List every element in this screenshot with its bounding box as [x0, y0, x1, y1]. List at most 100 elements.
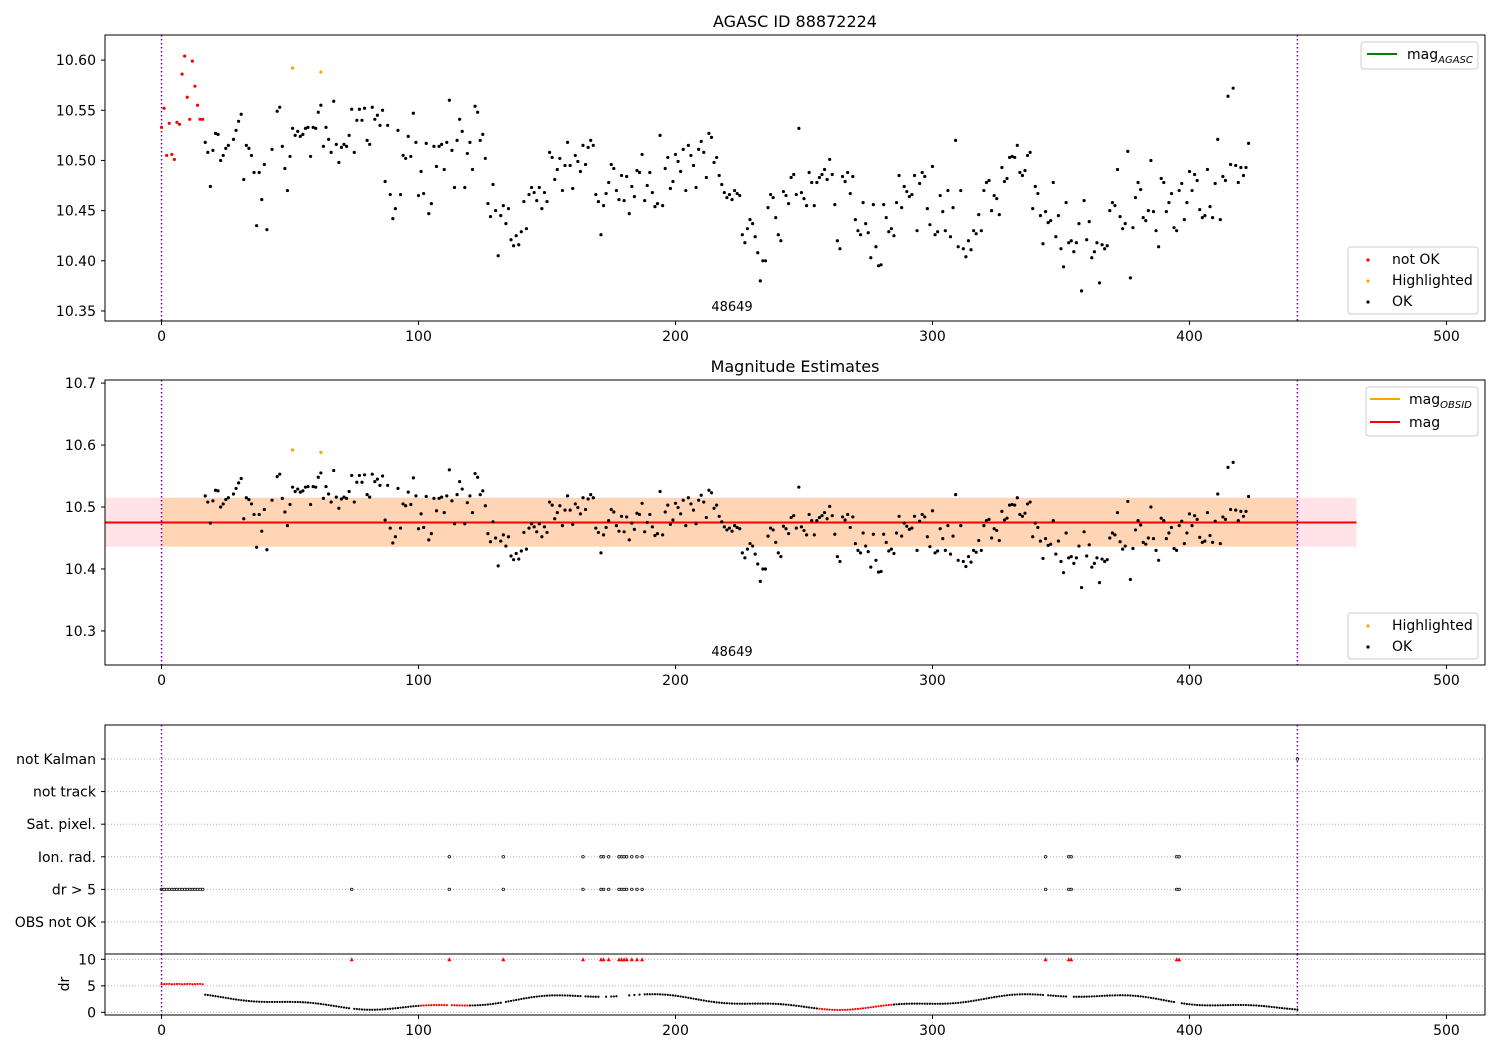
dr-point [905, 1002, 908, 1005]
ok-point [1175, 229, 1179, 233]
dr-point [447, 957, 452, 962]
estimates-ok-point [1095, 556, 1099, 560]
ok-point [440, 142, 444, 146]
estimates-ok-point [712, 506, 716, 510]
estimates-ok-point [1190, 523, 1194, 528]
ok-point [491, 182, 495, 187]
ok-point [853, 218, 857, 222]
estimates-ok-point [964, 564, 968, 569]
estimates-ok-point [627, 538, 631, 542]
estimates-ok-point [411, 476, 415, 480]
ok-point [1231, 86, 1235, 90]
estimates-ok-point [948, 552, 953, 556]
dr-point [535, 995, 538, 998]
dr-point [1057, 994, 1060, 998]
agasc-x-tick-label: 0 [157, 329, 166, 345]
estimates-ok-point [658, 489, 662, 494]
estimates-ok-point [982, 523, 986, 528]
estimates-ok-point [1038, 539, 1043, 543]
dr-point [301, 1001, 304, 1004]
dr-point [738, 1002, 741, 1005]
estimates-ok-point [298, 490, 302, 494]
dr-point [723, 1001, 726, 1005]
ok-point [352, 150, 356, 155]
dr-point [651, 993, 654, 996]
dr-point [276, 1000, 279, 1004]
ok-point [316, 110, 320, 114]
estimates-ok-point [237, 481, 241, 485]
dr-point [486, 1003, 490, 1006]
estimates-ok-point [501, 533, 505, 537]
estimates-ok-point [1051, 519, 1055, 523]
dr-point [345, 1006, 348, 1009]
dr-point [419, 1004, 423, 1007]
dr-point [1283, 1007, 1286, 1010]
estimates-ok-point [1175, 548, 1179, 552]
ok-point [643, 198, 647, 203]
estimates-ok-point [846, 512, 850, 517]
estimates-ok-point [262, 507, 266, 512]
ok-point [527, 192, 531, 197]
dr-x-tick-label: 300 [919, 1023, 946, 1039]
ok-point [979, 229, 983, 233]
ok-point [843, 179, 847, 184]
estimates-ok-point [640, 501, 644, 505]
estimates-ok-point [265, 548, 269, 552]
ok-point [265, 228, 269, 232]
ok-point [1007, 155, 1012, 160]
dr-point [394, 1007, 397, 1010]
ok-point [486, 201, 490, 206]
dr-point [1031, 993, 1034, 996]
estimates-ok-point [1200, 540, 1204, 544]
ok-point [532, 190, 536, 195]
ok-point [1010, 154, 1014, 159]
ok-point [740, 233, 744, 237]
ok-point [707, 131, 711, 135]
ok-point [404, 156, 408, 161]
estimates-ok-point [247, 497, 251, 502]
ok-point [360, 118, 364, 122]
estimates-ok-point [933, 551, 937, 555]
estimates-ok-point [308, 502, 313, 507]
estimates-ok-point [344, 496, 349, 500]
estimates-ok-point [1118, 540, 1122, 544]
dr-point [619, 957, 624, 962]
ok-point [830, 172, 834, 177]
estimates-ok-point [1159, 516, 1163, 520]
dr-point [491, 1002, 495, 1005]
ok-point [989, 209, 994, 213]
agasc-x-tick-label: 400 [1176, 329, 1203, 345]
dr-point [1273, 1006, 1276, 1009]
estimates-ok-point [668, 522, 672, 526]
agasc-obsid-label: 48649 [711, 300, 752, 315]
estimates-ok-point [643, 530, 647, 534]
dr-point [576, 994, 579, 998]
dr-point [725, 1002, 728, 1005]
dr-point [304, 1001, 307, 1004]
dr-point [1011, 993, 1014, 996]
ok-point [260, 197, 264, 202]
not-ok-point [185, 95, 189, 99]
dr-point [427, 1004, 430, 1007]
estimates-ok-point [506, 535, 511, 539]
dr-point [312, 1001, 315, 1005]
estimates-y-tick-label: 10.6 [65, 438, 96, 454]
ok-point [1228, 162, 1233, 167]
estimates-ok-point [483, 504, 487, 508]
estimates-ok-point [1059, 559, 1063, 564]
dr-point [629, 957, 634, 962]
dr-point [779, 1003, 782, 1006]
ok-point [630, 184, 634, 189]
dr-point [638, 993, 641, 996]
dr-point [846, 1008, 849, 1011]
ok-point [573, 153, 577, 158]
highlighted-point [290, 66, 295, 70]
dr-point [887, 1003, 890, 1007]
estimates-ok-point [1097, 580, 1102, 585]
ok-point [794, 192, 798, 197]
dr-point [404, 1005, 407, 1009]
ok-point [249, 153, 254, 158]
estimates-ok-point [879, 569, 883, 574]
ok-point [234, 128, 238, 132]
dr-point [342, 1006, 346, 1009]
